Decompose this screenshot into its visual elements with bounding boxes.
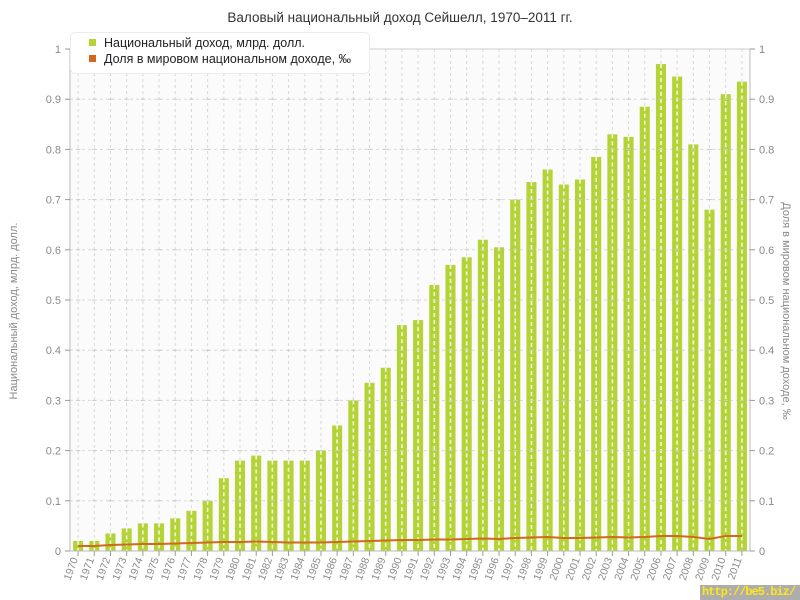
svg-text:0.2: 0.2	[46, 446, 61, 458]
svg-text:0: 0	[55, 546, 61, 558]
svg-text:0.7: 0.7	[46, 195, 61, 207]
svg-text:0.6: 0.6	[759, 245, 774, 257]
svg-text:0.5: 0.5	[759, 295, 774, 307]
svg-text:0.6: 0.6	[46, 245, 61, 257]
svg-text:0: 0	[759, 546, 765, 558]
svg-text:0.8: 0.8	[46, 144, 61, 156]
svg-text:0.2: 0.2	[759, 446, 774, 458]
svg-text:0.9: 0.9	[759, 94, 774, 106]
svg-text:0.4: 0.4	[759, 345, 774, 357]
svg-text:0.5: 0.5	[46, 295, 61, 307]
svg-text:1: 1	[759, 44, 765, 56]
svg-text:0.3: 0.3	[46, 395, 61, 407]
svg-text:0.3: 0.3	[759, 395, 774, 407]
svg-text:0.4: 0.4	[46, 345, 61, 357]
svg-text:0.1: 0.1	[46, 496, 61, 508]
svg-text:1: 1	[55, 44, 61, 56]
svg-text:2011: 2011	[726, 556, 745, 581]
svg-text:0.9: 0.9	[46, 94, 61, 106]
svg-text:0.8: 0.8	[759, 144, 774, 156]
svg-text:0.1: 0.1	[759, 496, 774, 508]
svg-text:0.7: 0.7	[759, 195, 774, 207]
